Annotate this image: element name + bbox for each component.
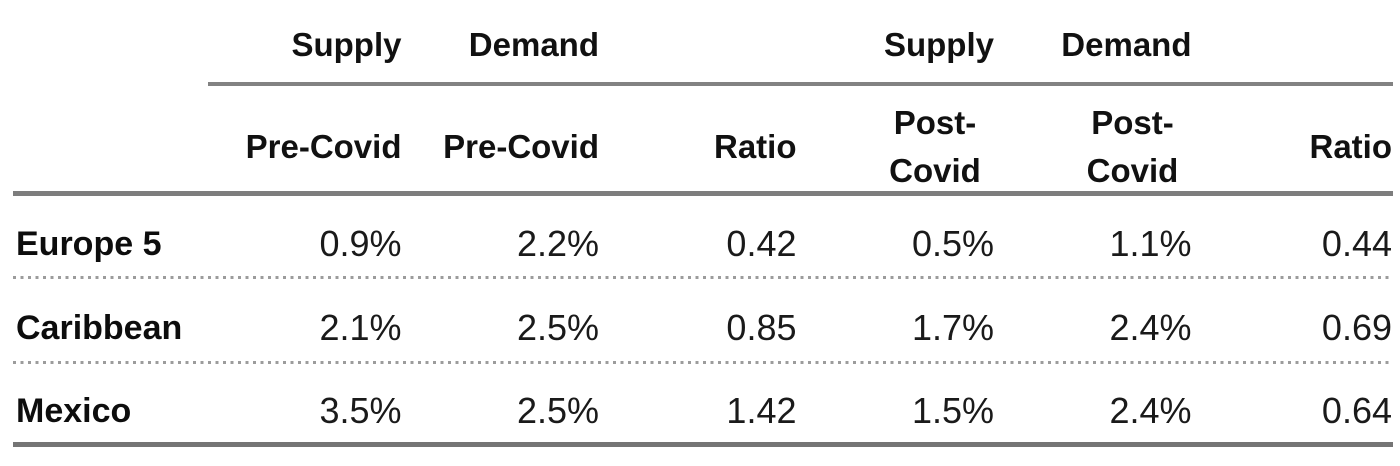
value-supply-pre-covid: 3.5%	[319, 390, 402, 431]
column-header-supply-post-covid-label: Post-Covid	[889, 104, 981, 189]
value-ratio-pre: 0.42	[726, 223, 797, 264]
group-header-row: Supply Demand Supply Demand	[13, 0, 1393, 82]
value-supply-post-covid: 1.5%	[911, 390, 994, 431]
value-ratio-post: 0.44	[1321, 223, 1392, 264]
value-ratio-post: 0.69	[1321, 307, 1392, 348]
row-label: Mexico	[16, 391, 132, 430]
column-header-demand-post-covid: Post-Covid	[998, 99, 1196, 195]
dotted-row-divider	[13, 361, 1393, 364]
value-demand-post-covid: 2.4%	[1109, 390, 1192, 431]
value-ratio-pre: 1.42	[726, 390, 797, 431]
group-header-supply-pre: Supply	[291, 26, 402, 63]
row-label: Caribbean	[16, 308, 183, 347]
row-label: Europe 5	[16, 224, 162, 263]
column-header-ratio-post: Ratio	[1309, 128, 1393, 165]
group-header-underline-row	[13, 82, 1393, 86]
table-row-europe-5: Europe 5 0.9% 2.2% 0.42 0.5% 1.1% 0.44	[13, 196, 1393, 276]
value-demand-pre-covid: 2.2%	[516, 223, 599, 264]
sub-header-row: Pre-Covid Pre-Covid Ratio Post-Covid Pos…	[13, 86, 1393, 191]
dotted-row-divider	[13, 276, 1393, 279]
value-ratio-post: 0.64	[1321, 390, 1392, 431]
value-supply-post-covid: 0.5%	[911, 223, 994, 264]
table-row-caribbean: Caribbean 2.1% 2.5% 0.85 1.7% 2.4% 0.69	[13, 279, 1393, 361]
column-header-demand-post-covid-label: Post-Covid	[1086, 104, 1179, 189]
group-header-demand-pre: Demand	[468, 26, 599, 63]
value-supply-post-covid: 1.7%	[911, 307, 994, 348]
column-header-supply-pre-covid: Pre-Covid	[245, 128, 402, 165]
value-demand-post-covid: 1.1%	[1109, 223, 1192, 264]
column-header-supply-post-covid: Post-Covid	[801, 99, 999, 195]
column-header-demand-pre-covid: Pre-Covid	[443, 128, 599, 165]
group-header-demand-post: Demand	[1061, 26, 1192, 63]
table-row-mexico: Mexico 3.5% 2.5% 1.42 1.5% 2.4% 0.64	[13, 364, 1393, 442]
value-demand-pre-covid: 2.5%	[516, 307, 599, 348]
value-supply-pre-covid: 0.9%	[319, 223, 402, 264]
group-header-supply-post: Supply	[883, 26, 994, 63]
header-separator-rule	[13, 191, 1393, 196]
supply-demand-table: Supply Demand Supply Demand Pre-Covid Pr…	[13, 0, 1393, 447]
table-bottom-rule	[13, 442, 1393, 447]
value-demand-pre-covid: 2.5%	[516, 390, 599, 431]
column-header-ratio-pre: Ratio	[714, 128, 797, 165]
group-header-underline	[208, 82, 1393, 86]
value-supply-pre-covid: 2.1%	[319, 307, 402, 348]
value-demand-post-covid: 2.4%	[1109, 307, 1192, 348]
value-ratio-pre: 0.85	[726, 307, 797, 348]
